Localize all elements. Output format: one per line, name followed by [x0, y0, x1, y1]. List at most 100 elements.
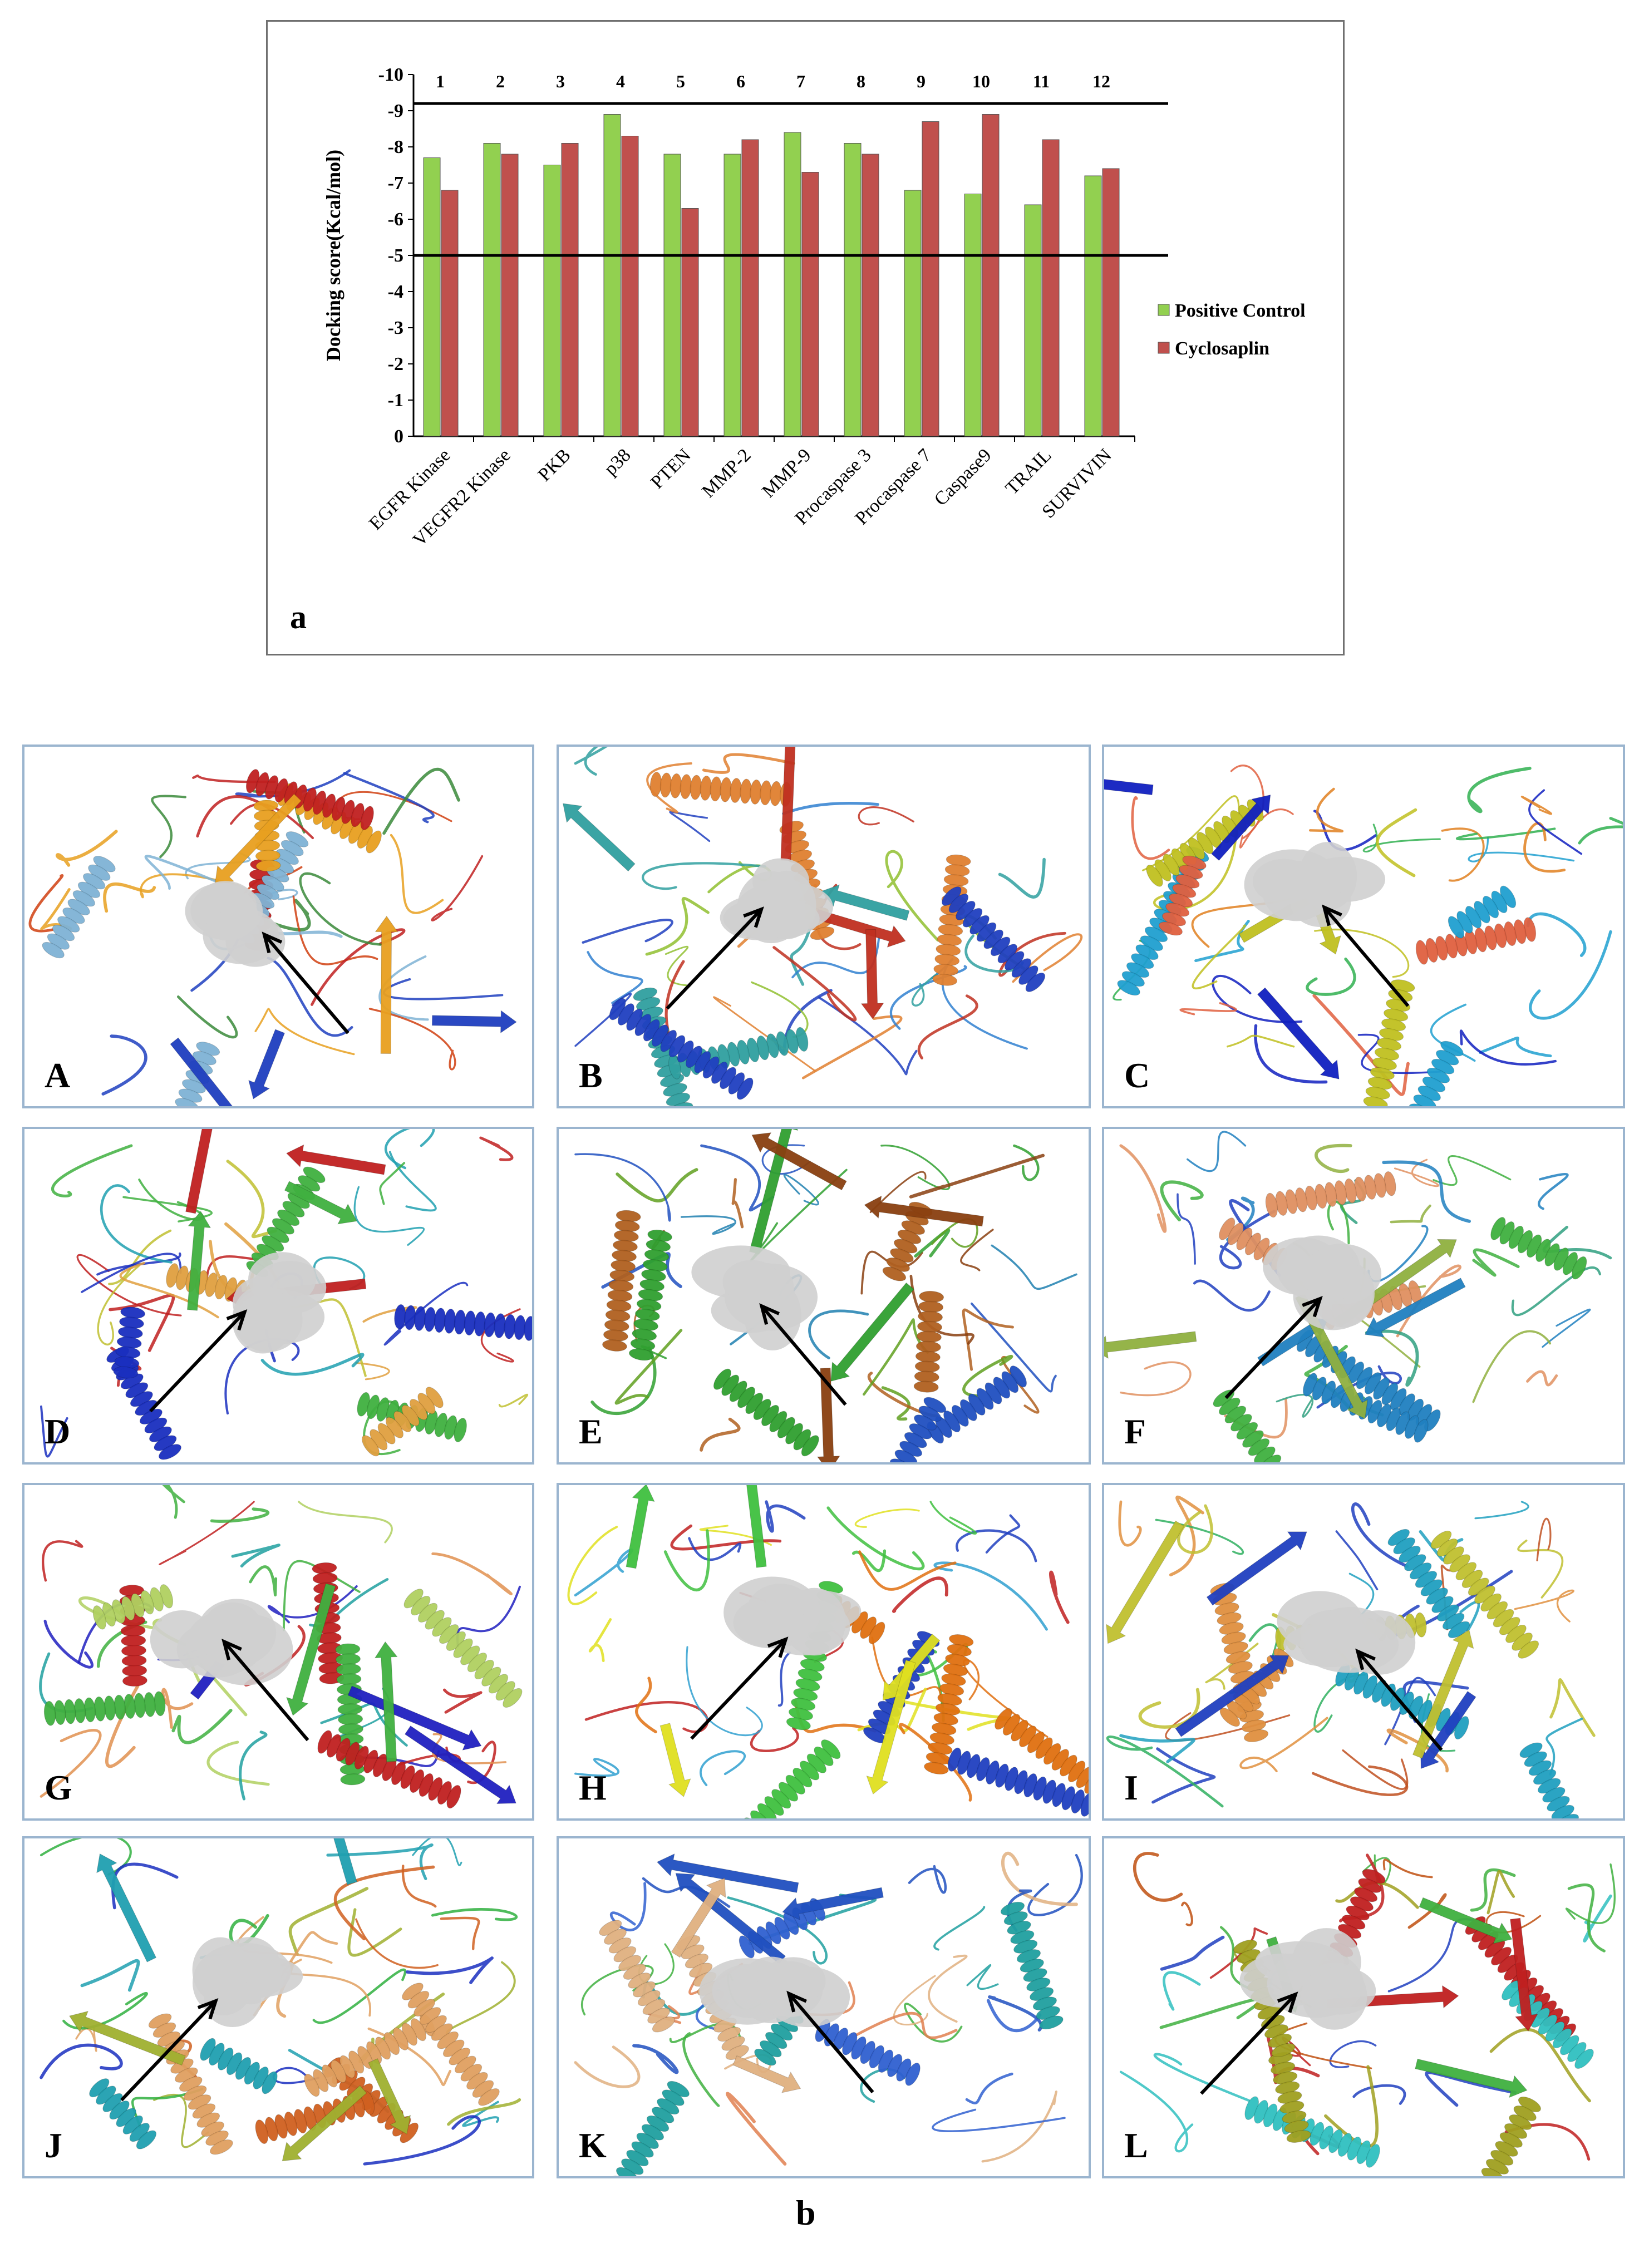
y-tick-label: -5 — [388, 245, 403, 266]
ribbon-loop — [42, 1540, 83, 1582]
beta-strand — [1415, 2058, 1528, 2098]
bar-positive-control — [904, 190, 922, 437]
ribbon-loop — [1118, 1500, 1142, 1547]
ribbon-loop — [765, 1500, 806, 1533]
ribbon-loop — [1529, 930, 1612, 1020]
ribbon-loop — [96, 1252, 181, 1276]
strand-arrow — [864, 1195, 984, 1227]
arrow-head — [222, 1638, 242, 1660]
binding-pocket-surface — [1277, 1591, 1416, 1675]
helix-turn — [1271, 2043, 1296, 2057]
ribbon-loop — [1131, 796, 1170, 860]
ribbon-loop — [750, 1727, 799, 1752]
index-label: 2 — [496, 71, 505, 91]
bar-positive-control — [1024, 204, 1042, 437]
ribbon-loop — [1517, 1539, 1564, 1599]
ribbon-loop — [1470, 1868, 1516, 1912]
surface-lobe — [232, 1285, 294, 1354]
pocket-arrow — [149, 1310, 246, 1413]
beta-strand — [1175, 1655, 1289, 1737]
ribbon-loop — [1012, 933, 1083, 983]
helix-turn — [889, 1458, 913, 1462]
ribbon-loop — [635, 1677, 657, 1734]
ribbon-loop — [56, 830, 118, 867]
ribbon-loop — [700, 1417, 741, 1452]
ribbon-loop — [932, 2108, 1066, 2132]
strand-arrow — [282, 2085, 367, 2162]
helix-turn — [446, 1784, 461, 1809]
ribbon-loop — [1578, 817, 1623, 845]
helix — [1000, 1901, 1064, 2030]
ribbon-loop — [1027, 1853, 1083, 1916]
ribbon-loop — [249, 1565, 278, 1596]
surface-lobe — [736, 881, 833, 933]
ribbon-loop — [725, 2092, 787, 2166]
ribbon-loop — [782, 801, 879, 815]
strand-arrow — [1104, 763, 1154, 796]
helix-turn — [122, 1674, 147, 1687]
helix-turn — [1518, 1640, 1539, 1659]
bar-positive-control — [663, 154, 681, 437]
ribbon-loop — [962, 1354, 1013, 1398]
ribbon-loop — [1327, 1200, 1350, 1245]
ribbon-loop — [908, 1865, 947, 1894]
panel-label: G — [45, 1768, 72, 1807]
ribbon-loop — [702, 753, 795, 775]
ribbon-loop — [1239, 1717, 1328, 1773]
helix — [317, 1730, 461, 1809]
panel-label: A — [45, 1056, 71, 1095]
helix-turn — [1286, 2130, 1311, 2143]
ribbon-loop — [40, 1405, 68, 1458]
strand-arrow — [1365, 1278, 1466, 1338]
bar-cyclosaplin — [621, 136, 639, 437]
helix — [92, 1584, 174, 1630]
ribbon-loop — [368, 1008, 456, 1071]
ribbon-loop — [1120, 1361, 1192, 1397]
ribbon-loop — [1528, 789, 1583, 855]
strand-arrow — [374, 1641, 398, 1762]
ribbon-loop — [1013, 1144, 1040, 1181]
ribbon-loop — [1049, 1570, 1070, 1624]
ribbon-loop — [1177, 1193, 1196, 1265]
surface-lobe — [203, 908, 279, 964]
ribbon-loop — [1227, 1034, 1295, 1048]
helix — [1363, 979, 1415, 1106]
bar-positive-control — [1084, 175, 1102, 437]
beta-strand — [1419, 1897, 1513, 1944]
ribbon-loop — [854, 1508, 920, 1528]
helix-turn — [43, 1700, 56, 1726]
ribbon-loop — [885, 850, 939, 942]
surface-lobe — [733, 1597, 805, 1648]
ribbon-loop — [431, 1552, 513, 1595]
ribbon-loop — [645, 897, 710, 956]
ribbon-loop — [855, 2011, 958, 2039]
ribbon-loop — [353, 1186, 425, 1246]
figure-b-label: b — [796, 2193, 816, 2232]
ribbon-loop — [1312, 1765, 1409, 1796]
helix-turn — [905, 2063, 921, 2086]
strand-arrow — [816, 1368, 840, 1462]
helix — [1387, 1529, 1470, 1639]
helix-turn — [1025, 972, 1046, 992]
ribbon-loop — [682, 2032, 720, 2107]
binding-pocket-surface — [1244, 842, 1386, 928]
pocket-arrow — [787, 1992, 874, 2094]
ribbon-loop — [933, 1906, 986, 1951]
panel-label: C — [1124, 1056, 1150, 1095]
ribbon-loop — [590, 1346, 657, 1416]
helix — [245, 769, 374, 830]
helix — [609, 998, 754, 1100]
pocket-arrow — [1323, 906, 1410, 1007]
pocket-arrow — [1224, 1297, 1322, 1399]
strand-arrow — [626, 1485, 655, 1569]
category-label: PKB — [534, 445, 575, 485]
ribbon-loop — [1376, 808, 1417, 877]
panel-label: H — [579, 1768, 607, 1807]
surface-lobe — [1244, 849, 1342, 920]
beta-strand — [214, 793, 302, 885]
ribbon-loop — [378, 955, 429, 1021]
ribbon-loop — [1335, 1530, 1379, 1591]
ribbon-loop — [431, 855, 484, 921]
y-tick-label: -6 — [388, 209, 403, 230]
ribbon-loop — [962, 1308, 1014, 1371]
